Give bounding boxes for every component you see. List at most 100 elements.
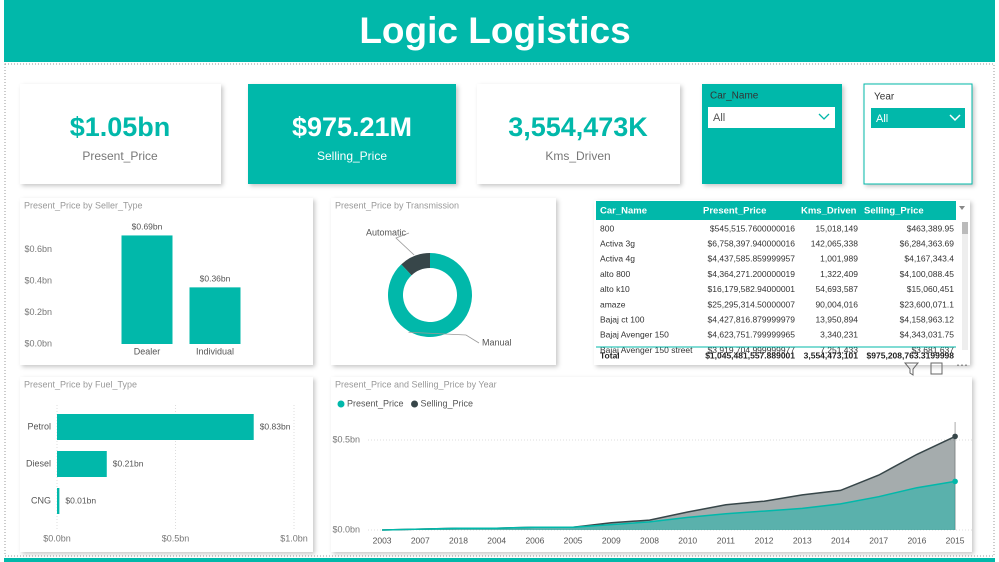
data-label: $0.36bn [200,274,231,284]
y-tick-label: $0.4bn [24,275,52,285]
legend-label: Present_Price [347,398,404,408]
point [952,478,958,485]
card-label: Kms_Driven [545,149,610,163]
table-panel [594,200,970,365]
y-tick-label: $0.0bn [24,338,52,348]
x-tick-label: 2008 [640,535,659,545]
table-cell: alto 800 [600,269,631,279]
slicer-value: All [876,113,888,125]
chart-title: Present_Price by Seller_Type [24,200,143,210]
area [382,481,956,530]
slicer-label: Year [874,92,895,103]
legend-marker [411,400,419,408]
chart-panel [331,198,556,365]
focus-icon[interactable] [930,362,943,375]
chart-title: Present_Price by Fuel_Type [24,379,137,389]
x-tick-label: 2015 [946,535,965,545]
legend-label: Selling_Price [421,398,474,408]
table-cell: $4,158,963.12 [900,314,955,324]
x-tick-label: 2003 [373,535,392,545]
table-cell: 15,018,149 [815,223,858,233]
x-tick-label: $0.0bn [43,533,71,543]
card-value: 3,554,473K [508,112,648,142]
x-tick-label: $0.5bn [162,533,190,543]
bar [121,235,173,344]
scrollbar [962,222,968,350]
card-label: Selling_Price [317,149,387,163]
slicer-dropdown[interactable] [871,108,965,128]
table-cell: 800 [600,223,614,233]
table-cell: $4,437,585.859999957 [708,254,796,264]
chart-title: Present_Price and Selling_Price by Year [335,379,497,389]
filter-icon[interactable] [903,362,920,376]
x-tick-label: 2010 [678,535,697,545]
card-value: $1.05bn [70,112,171,142]
table-cell: 13,950,894 [815,314,858,324]
table-cell: $25,295,314.50000007 [708,299,796,309]
x-tick-label: $1.0bn [280,533,308,543]
x-tick-label: 2005 [564,535,583,545]
table-cell: Bajaj Avenger 150 street [600,345,693,355]
table-cell: amaze [600,299,626,309]
slice-label: Automatic [366,227,407,237]
table-total: 3,554,473,101 [804,350,859,360]
y-tick-label: CNG [31,495,51,505]
card-label: Present_Price [82,149,158,163]
table-cell: $23,600,071.1 [900,299,955,309]
x-tick-label: 2007 [411,535,430,545]
card [477,84,680,184]
scroll-thumb[interactable] [962,222,968,234]
bar [57,488,60,514]
footer-bar [4,558,995,562]
table-cell: $3,919,704.999999977 [708,345,796,355]
card [248,84,456,184]
y-tick-label: $0.6bn [24,244,52,254]
slicer [702,84,842,184]
chart-title: Present_Price by Transmission [335,200,459,210]
header-title: Logic Logistics [359,10,630,51]
x-tick-label: 2012 [755,535,774,545]
card [20,84,221,184]
header-bar [4,0,995,62]
data-label: $0.01bn [65,495,96,505]
table-cell: $463,389.95 [907,223,955,233]
slicer-dropdown[interactable] [708,107,835,128]
point [952,433,958,440]
bar [57,451,107,477]
charts: Car_Name Present_Price Kms_Driven Selling_P… [20,198,975,552]
table-column-header: Car_Name [600,206,647,217]
table-cell: 142,065,338 [811,238,859,248]
page-border [4,63,995,557]
chevron [818,113,830,120]
data-label: $0.21bn [113,458,144,468]
x-tick-label: 2013 [793,535,812,545]
table-cell: 7,251,433 [820,345,858,355]
table-cell: $15,060,451 [907,284,955,294]
card-value: $975.21M [292,112,412,142]
slicer-label: Car_Name [710,91,759,102]
table-cell: $4,427,816.879999979 [708,314,796,324]
leader-line [395,232,415,256]
table-column-header: Kms_Driven [801,206,857,217]
table-total: Total [600,350,620,360]
table-cell: $4,623,751.799999965 [708,330,796,340]
more-icon[interactable]: ⋯ [956,358,968,372]
bar [189,287,241,344]
table-cell: $16,179,582.94000001 [708,284,796,294]
table-header [596,201,956,220]
table-cell: 1,322,409 [820,269,858,279]
table-cell: 90,004,016 [815,299,858,309]
x-tick-label: 2018 [449,535,468,545]
x-tick-label: 2016 [907,535,926,545]
table-cell: $4,167,343.4 [904,254,954,264]
y-tick-label: $0.5bn [332,434,360,444]
table-cell: $4,100,088.45 [900,269,955,279]
table-cell: alto k10 [600,284,630,294]
table-column-header: Selling_Price [864,206,924,217]
slice-label: Manual [482,337,512,347]
table-cell: Activa 3g [600,238,635,248]
legend-marker [337,400,345,408]
scroll-arrow[interactable] [959,206,965,210]
